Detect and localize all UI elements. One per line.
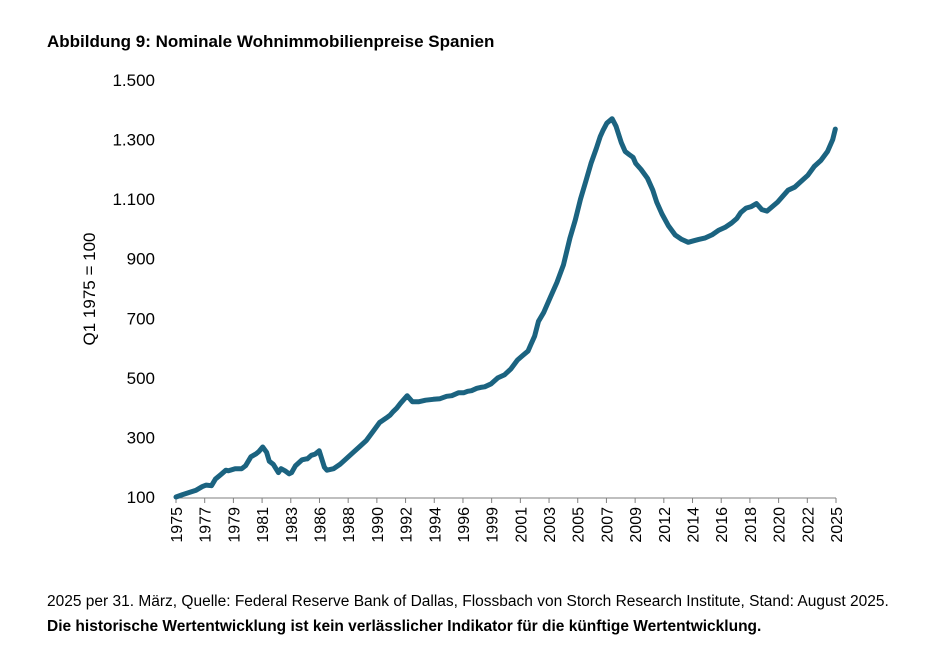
x-tick-label: 1992 — [399, 507, 416, 543]
y-axis-ticks: 100 300 500 700 900 1.100 1.300 1.500 — [112, 71, 155, 507]
series-line-house-price-index — [173, 116, 838, 500]
disclaimer-note: Die historische Wertentwicklung ist kein… — [47, 618, 762, 635]
y-tick-label: 100 — [127, 488, 155, 507]
x-tick-label: 2003 — [542, 507, 559, 543]
x-tick-label: 2025 — [829, 507, 846, 543]
y-tick-label: 1.500 — [112, 71, 155, 90]
x-tick-label: 2012 — [657, 507, 674, 543]
x-tick-label: 1988 — [341, 507, 358, 543]
x-tick-label: 2020 — [772, 507, 789, 543]
x-tick-label: 2022 — [800, 507, 817, 543]
x-tick-label: 2018 — [743, 507, 760, 543]
x-tick-label: 1981 — [255, 507, 272, 543]
y-tick-label: 1.100 — [112, 190, 155, 209]
footnote: 2025 per 31. März, Quelle: Federal Reser… — [47, 589, 907, 639]
x-tick-label: 2007 — [599, 507, 616, 543]
x-tick-label: 1983 — [284, 507, 301, 543]
y-tick-label: 900 — [127, 250, 155, 269]
chart-title: Abbildung 9: Nominale Wohnimmobilienprei… — [47, 32, 495, 51]
x-tick-label: 1996 — [456, 507, 473, 543]
x-tick-label: 1990 — [370, 507, 387, 543]
x-tick-label: 1979 — [226, 507, 243, 543]
y-axis-label: Q1 1975 = 100 — [80, 233, 99, 346]
y-tick-label: 1.300 — [112, 131, 155, 150]
x-axis-ticks: 1975 1977 1979 1981 1983 1986 1988 1990 1992 1994… — [169, 498, 846, 543]
x-tick-label: 1994 — [427, 507, 444, 543]
x-tick-label: 1977 — [198, 507, 215, 543]
y-tick-label: 300 — [127, 428, 155, 447]
line-chart: Q1 1975 = 100 1003005007009001.1001.3001… — [80, 71, 846, 543]
source-note: 2025 per 31. März, Quelle: Federal Reser… — [47, 593, 889, 610]
x-tick-label: 2014 — [686, 507, 703, 543]
x-tick-label: 1975 — [169, 507, 186, 543]
x-tick-label: 2009 — [628, 507, 645, 543]
x-tick-label: 2016 — [714, 507, 731, 543]
y-tick-label: 500 — [127, 369, 155, 388]
x-tick-label: 2005 — [571, 507, 588, 543]
x-tick-label: 1999 — [485, 507, 502, 543]
y-tick-label: 700 — [127, 309, 155, 328]
x-tick-label: 1986 — [312, 507, 329, 543]
x-tick-label: 2001 — [513, 507, 530, 543]
